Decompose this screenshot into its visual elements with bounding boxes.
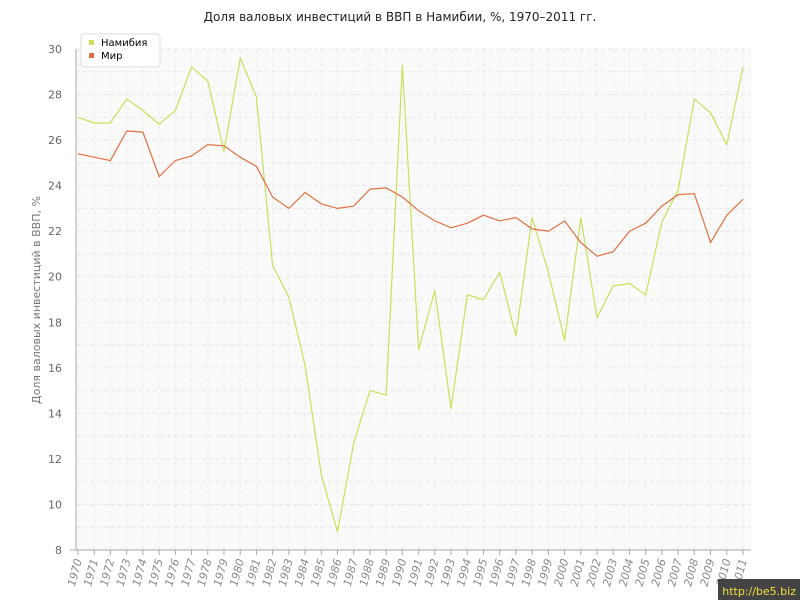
watermark: http://be5.biz [718,579,800,600]
y-tick-label: 20 [48,271,62,284]
chart-title: Доля валовых инвестиций в ВВП в Намибии,… [204,10,597,24]
y-tick-label: 30 [48,43,62,56]
legend-label-namibia: Намибия [101,38,147,49]
legend-box [80,33,161,68]
y-tick-label: 26 [48,134,62,147]
grid [76,48,751,551]
series-line-world [77,130,744,257]
axes [70,49,751,555]
y-tick-label: 28 [48,89,62,102]
y-tick-label: 12 [48,453,62,466]
watermark-text: http://be5.biz [722,585,796,598]
legend-label-world: Мир [101,51,122,62]
series-line-namibia [77,55,744,532]
y-axis-ticks: 8 10 12 14 16 18 20 22 24 26 28 30 [48,43,62,557]
y-tick-label: 24 [48,180,62,193]
y-axis-label: Доля валовых инвестиций в ВВП, % [30,196,43,404]
y-tick-label: 8 [55,544,62,557]
legend[interactable]: Намибия Мир [80,33,161,68]
y-tick-label: 22 [48,225,62,238]
legend-swatch-world [89,53,94,58]
y-tick-label: 10 [48,498,62,511]
y-tick-label: 14 [48,407,62,420]
y-tick-label: 16 [48,362,62,375]
y-tick-label: 18 [48,316,62,329]
x-axis-ticks: 1970197119721973197419751976197719781979… [65,557,750,587]
legend-swatch-namibia [89,40,94,45]
series-lines [77,55,744,532]
